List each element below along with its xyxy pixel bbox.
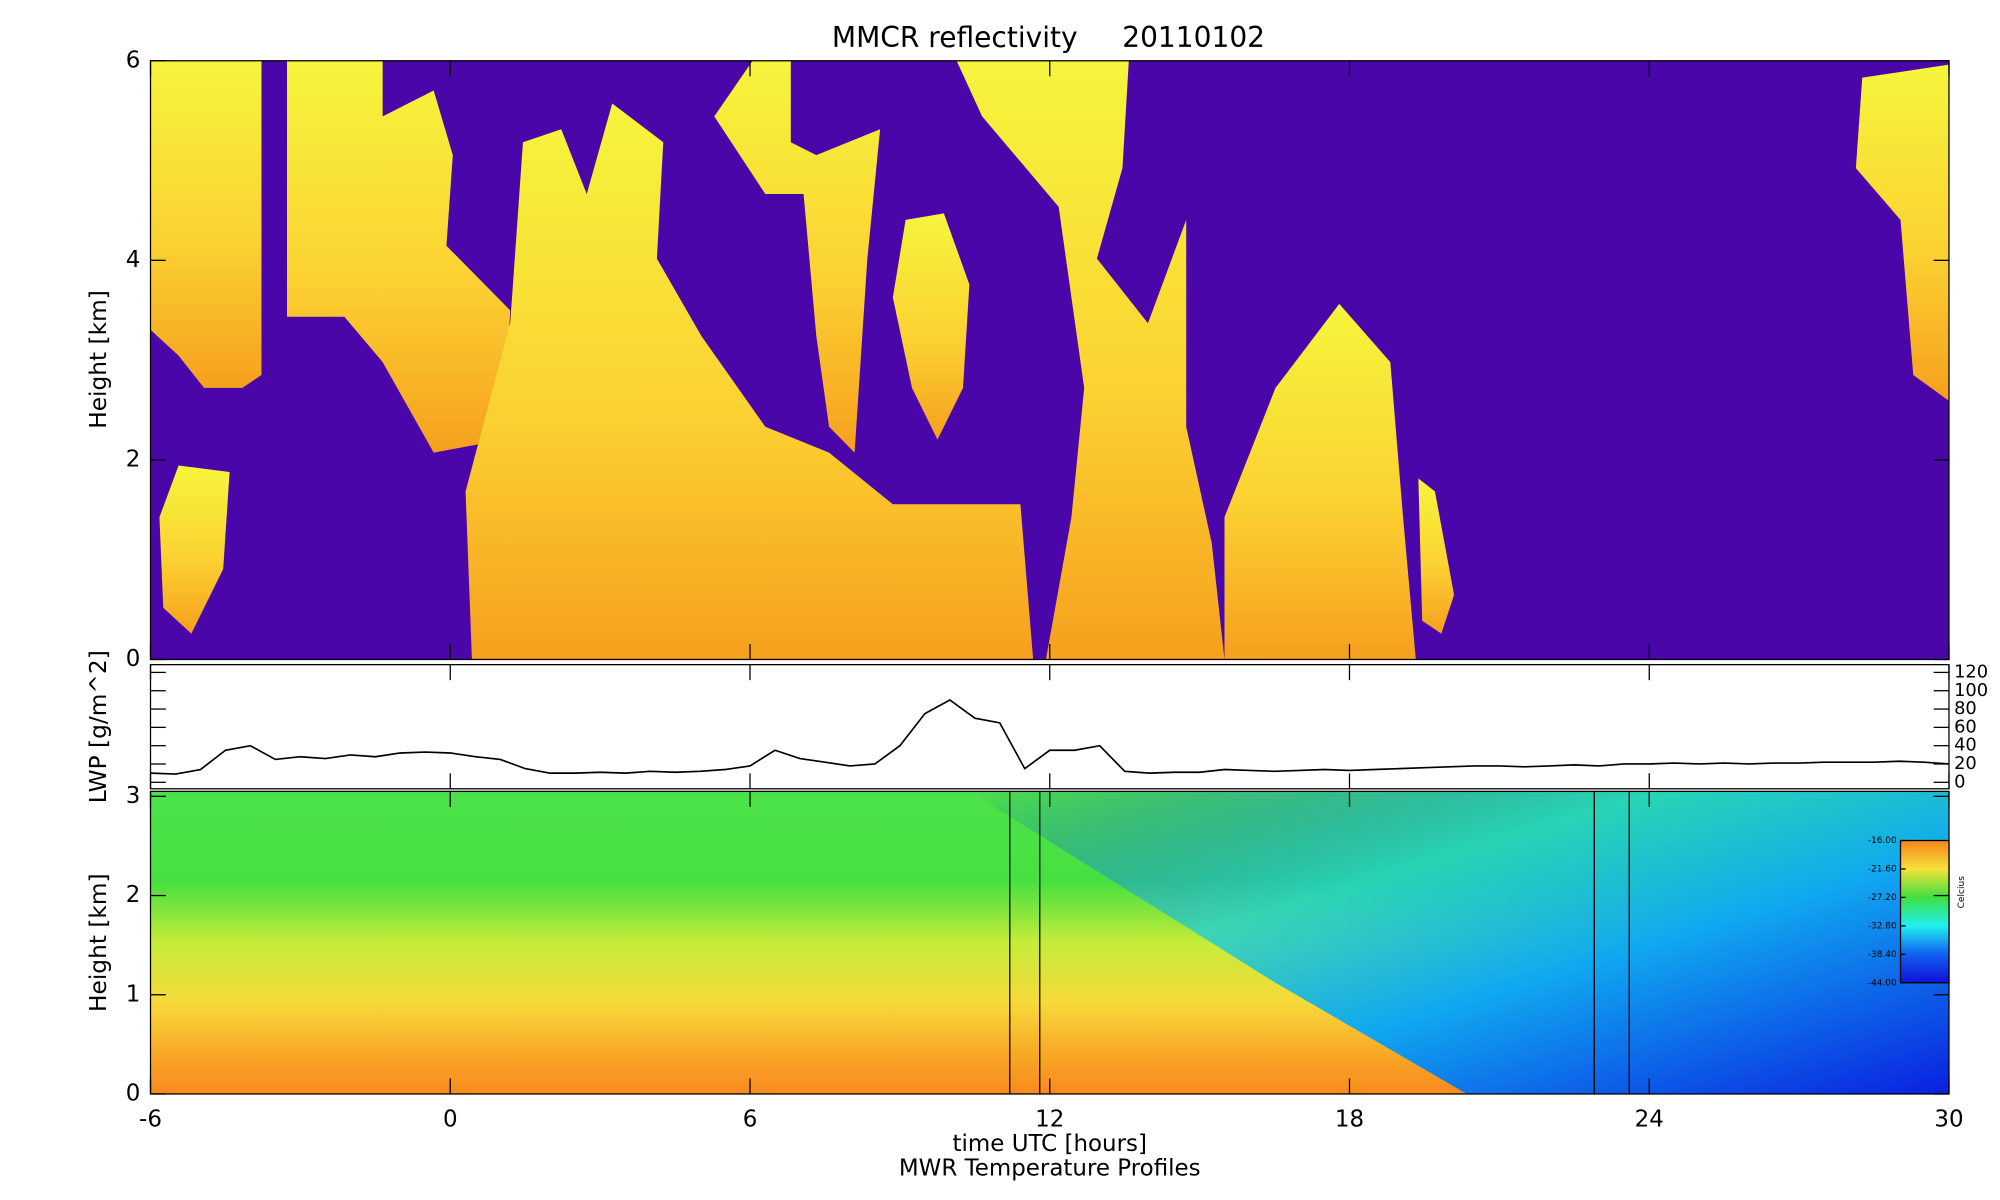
- y-axis-label: LWP [g/m^2]: [86, 650, 112, 803]
- x-tick-label: 24: [1635, 1106, 1664, 1132]
- y-tick-label: 1: [126, 981, 141, 1007]
- x-tick-label: -6: [139, 1106, 162, 1132]
- chart-subtitle: MWR Temperature Profiles: [899, 1155, 1201, 1181]
- y-tick-label: 4: [126, 247, 141, 273]
- cloud-echoes: [150, 60, 1949, 660]
- x-tick-label: 6: [743, 1106, 758, 1132]
- y2-tick-label: 60: [1954, 716, 1977, 737]
- y2-tick-label: 20: [1954, 753, 1977, 774]
- colorbar-tick-label: -16.00: [1868, 836, 1897, 846]
- y-tick-label: 0: [126, 1080, 141, 1106]
- colorbar-label: Celcius: [1957, 876, 1967, 909]
- x-tick-label: 0: [443, 1106, 458, 1132]
- y2-tick-label: 100: [1954, 680, 1988, 701]
- x-tick-label: 30: [1934, 1106, 1963, 1132]
- y-tick-label: 6: [126, 47, 141, 73]
- lwp-line: [150, 698, 1950, 775]
- y2-tick-label: 120: [1954, 661, 1988, 682]
- colorbar-tick-label: -38.40: [1868, 950, 1897, 960]
- colorbar: [1899, 839, 1950, 984]
- y-axis-label: Height [km]: [86, 873, 112, 1012]
- y-tick-label: 2: [126, 446, 141, 472]
- y-tick-label: 0: [126, 646, 141, 672]
- y-tick-label: 2: [126, 882, 141, 908]
- colorbar-tick-label: -32.80: [1868, 921, 1897, 931]
- y-axis-label: Height [km]: [86, 290, 112, 429]
- y2-tick-label: 40: [1954, 735, 1977, 756]
- y2-tick-label: 80: [1954, 698, 1977, 719]
- y-tick-label: 3: [126, 783, 141, 809]
- x-tick-label: 12: [1035, 1106, 1064, 1132]
- colorbar-tick-label: -21.60: [1868, 864, 1897, 874]
- x-axis-label: time UTC [hours]: [953, 1131, 1147, 1157]
- temperature-field-cold: [969, 791, 1949, 1094]
- y2-tick-label: 0: [1954, 771, 1965, 792]
- panel-frame: [149, 664, 1950, 790]
- colorbar-tick-label: -27.20: [1868, 893, 1897, 903]
- x-tick-label: 18: [1335, 1106, 1364, 1132]
- colorbar-tick-label: -44.00: [1868, 978, 1897, 988]
- chart-title: MMCR reflectivity 20110102: [832, 21, 1265, 54]
